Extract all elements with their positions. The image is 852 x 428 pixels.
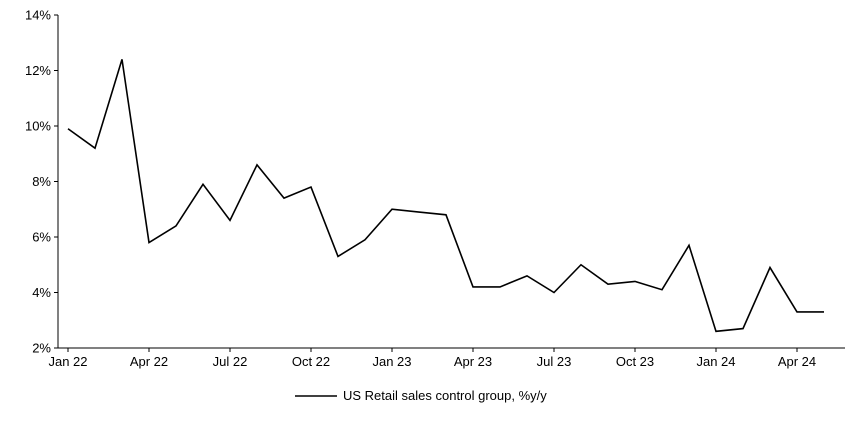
x-tick-label: Jul 22 <box>213 354 248 369</box>
x-tick-label: Jan 23 <box>372 354 411 369</box>
x-tick-label: Apr 23 <box>454 354 492 369</box>
y-tick-label: 14% <box>25 8 51 23</box>
y-tick-label: 12% <box>25 63 51 78</box>
x-tick-label: Jul 23 <box>537 354 572 369</box>
legend-label: US Retail sales control group, %y/y <box>343 388 547 403</box>
plot-area: 2% 4% 6% 8% 10% 12% 14% Jan 22 Apr 22 Jul 22 Oct 2… <box>25 8 845 369</box>
x-tick-label: Jan 22 <box>48 354 87 369</box>
y-tick-label: 2% <box>32 341 51 356</box>
x-tick-label: Jan 24 <box>696 354 735 369</box>
y-tick-label: 4% <box>32 285 51 300</box>
y-tick-label: 6% <box>32 230 51 245</box>
series-line <box>67 59 824 333</box>
y-tick-label: 8% <box>32 174 51 189</box>
x-tick-label: Oct 23 <box>616 354 654 369</box>
x-tick-label: Apr 22 <box>130 354 168 369</box>
x-tick-label: Apr 24 <box>778 354 816 369</box>
legend: US Retail sales control group, %y/y <box>295 388 547 403</box>
x-tick-label: Oct 22 <box>292 354 330 369</box>
y-tick-label: 10% <box>25 119 51 134</box>
